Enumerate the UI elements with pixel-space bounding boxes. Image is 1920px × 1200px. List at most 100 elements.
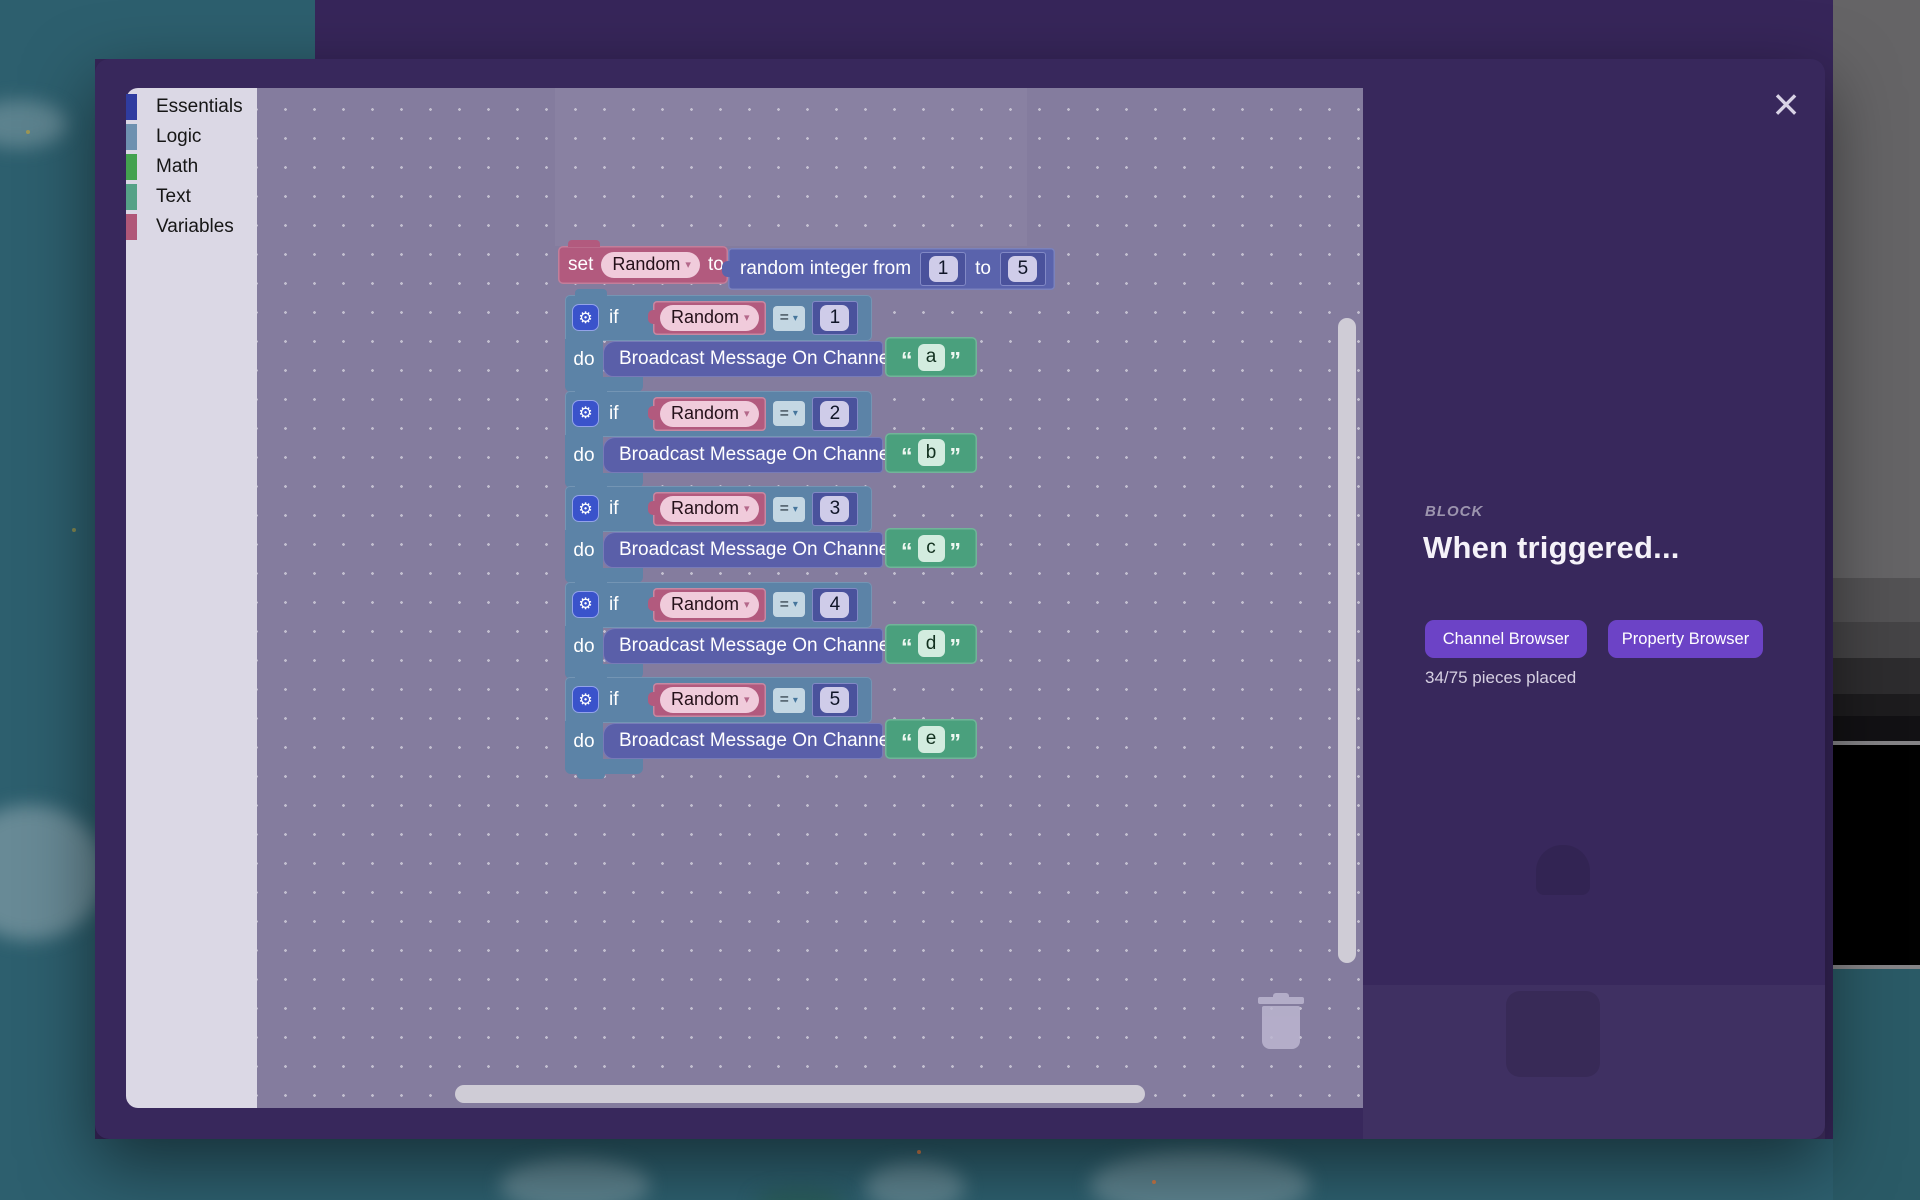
variable-dropdown[interactable]: Random ▾ bbox=[660, 591, 759, 618]
variable-block[interactable]: Random ▾ bbox=[648, 396, 766, 431]
if-block-header[interactable]: ⚙ if Random ▾ = ▾ bbox=[565, 575, 872, 628]
channel-input[interactable]: a bbox=[917, 343, 945, 371]
blockly-workspace[interactable]: set Random ▾ to random integer from 1 to… bbox=[257, 88, 1363, 1108]
channel-text-block[interactable]: “ e ” bbox=[885, 719, 977, 759]
gear-icon[interactable]: ⚙ bbox=[572, 304, 599, 331]
chevron-down-icon: ▾ bbox=[685, 259, 691, 271]
open-quote-icon: “ bbox=[901, 538, 913, 564]
block-editor-modal: Essentials Logic Math Text Variables bbox=[95, 59, 1825, 1139]
from-value-input[interactable]: 1 bbox=[928, 256, 958, 282]
if-block[interactable]: ⚙ if Random ▾ = ▾ bbox=[565, 384, 995, 493]
gear-icon[interactable]: ⚙ bbox=[572, 495, 599, 522]
if-block-header[interactable]: ⚙ if Random ▾ = ▾ bbox=[565, 671, 872, 723]
broadcast-label: Broadcast Message On Channel bbox=[619, 730, 894, 751]
toolbox-category-math[interactable]: Math bbox=[126, 152, 257, 182]
compare-value-socket: 2 bbox=[811, 396, 858, 431]
operator-dropdown[interactable]: = ▾ bbox=[772, 592, 805, 617]
channel-input[interactable]: b bbox=[917, 439, 945, 466]
operator: = bbox=[779, 309, 789, 326]
if-keyword: if bbox=[609, 593, 619, 615]
close-icon[interactable]: × bbox=[1772, 78, 1800, 130]
vertical-scrollbar[interactable] bbox=[1338, 318, 1356, 963]
if-block-header[interactable]: ⚙ if Random ▾ = ▾ bbox=[565, 289, 872, 341]
broadcast-message-block[interactable]: Broadcast Message On Channel bbox=[603, 627, 894, 664]
if-block-header[interactable]: ⚙ if Random ▾ = ▾ bbox=[565, 384, 872, 437]
channel-browser-button[interactable]: Channel Browser bbox=[1425, 620, 1587, 658]
if-block-header[interactable]: ⚙ if Random ▾ = ▾ bbox=[565, 480, 872, 532]
variable-dropdown[interactable]: Random ▾ bbox=[660, 400, 759, 427]
broadcast-label: Broadcast Message On Channel bbox=[619, 634, 894, 656]
to-value-socket: 5 bbox=[999, 252, 1046, 286]
do-keyword: do bbox=[573, 540, 595, 561]
if-block[interactable]: ⚙ if Random ▾ = ▾ bbox=[565, 289, 995, 397]
operator-dropdown[interactable]: = ▾ bbox=[772, 401, 805, 426]
block-notch bbox=[568, 240, 600, 247]
variable-dropdown[interactable]: Random ▾ bbox=[601, 252, 700, 278]
open-quote-icon: “ bbox=[901, 347, 913, 373]
compare-value-input[interactable]: 3 bbox=[820, 496, 850, 522]
variable-block[interactable]: Random ▾ bbox=[648, 492, 766, 526]
gear-icon[interactable]: ⚙ bbox=[572, 399, 599, 427]
variable-dropdown[interactable]: Random ▾ bbox=[660, 496, 759, 522]
variable-dropdown[interactable]: Random ▾ bbox=[660, 305, 759, 331]
compare-value-input[interactable]: 4 bbox=[820, 591, 850, 618]
variable-name: Random bbox=[671, 402, 740, 423]
variable-block[interactable]: Random ▾ bbox=[648, 587, 766, 622]
if-block[interactable]: ⚙ if Random ▾ = ▾ bbox=[565, 671, 995, 779]
game-scene-top bbox=[0, 0, 315, 59]
channel-text-block[interactable]: “ a ” bbox=[885, 337, 977, 377]
broadcast-message-block[interactable]: Broadcast Message On Channel bbox=[603, 341, 894, 377]
condition-expression: Random ▾ = ▾ 2 bbox=[648, 396, 858, 431]
category-label: Variables bbox=[156, 216, 234, 237]
broadcast-message-block[interactable]: Broadcast Message On Channel bbox=[603, 532, 894, 568]
category-color-swatch bbox=[126, 184, 137, 210]
compare-value-input[interactable]: 2 bbox=[820, 400, 850, 427]
property-browser-button[interactable]: Property Browser bbox=[1608, 620, 1763, 658]
channel-text-block[interactable]: “ c ” bbox=[885, 528, 977, 568]
gear-icon[interactable]: ⚙ bbox=[572, 590, 599, 618]
if-block[interactable]: ⚙ if Random ▾ = ▾ bbox=[565, 575, 995, 684]
toolbox-category-variables[interactable]: Variables bbox=[126, 212, 257, 242]
trash-lid-knob bbox=[1273, 993, 1289, 998]
if-block[interactable]: ⚙ if Random ▾ = ▾ bbox=[565, 480, 995, 588]
speck bbox=[917, 1150, 921, 1154]
pieces-placed-status: 34/75 pieces placed bbox=[1425, 668, 1577, 687]
operator-dropdown[interactable]: = ▾ bbox=[772, 687, 805, 713]
panel-eyebrow: BLOCK bbox=[1425, 503, 1484, 520]
channel-text-block[interactable]: “ b ” bbox=[885, 432, 977, 473]
channel-input[interactable]: d bbox=[917, 630, 945, 657]
channel-text-block[interactable]: “ d ” bbox=[885, 623, 977, 664]
operator: = bbox=[779, 404, 789, 422]
chevron-down-icon: ▾ bbox=[792, 408, 798, 419]
broadcast-message-block[interactable]: Broadcast Message On Channel bbox=[603, 723, 894, 759]
toolbox-category-essentials[interactable]: Essentials bbox=[126, 92, 257, 122]
gear-icon[interactable]: ⚙ bbox=[572, 686, 599, 713]
compare-value-socket: 5 bbox=[811, 683, 858, 717]
block-notch bbox=[575, 384, 607, 392]
variable-block[interactable]: Random ▾ bbox=[648, 301, 766, 335]
operator-dropdown[interactable]: = ▾ bbox=[772, 305, 805, 331]
variable-dropdown[interactable]: Random ▾ bbox=[660, 687, 759, 713]
set-variable-block[interactable]: set Random ▾ to random integer from 1 to… bbox=[558, 240, 1055, 290]
toolbox-category-logic[interactable]: Logic bbox=[126, 122, 257, 152]
if-block-spine bbox=[565, 434, 603, 475]
to-value-input[interactable]: 5 bbox=[1008, 256, 1038, 282]
palette-swatch bbox=[1833, 716, 1920, 741]
compare-value-socket: 3 bbox=[811, 492, 858, 526]
if-block-spine bbox=[565, 721, 603, 761]
variable-block[interactable]: Random ▾ bbox=[648, 683, 766, 717]
toolbox-category-text[interactable]: Text bbox=[126, 182, 257, 212]
channel-input[interactable]: c bbox=[917, 534, 945, 562]
broadcast-message-block[interactable]: Broadcast Message On Channel bbox=[603, 436, 894, 473]
operator: = bbox=[779, 691, 789, 708]
channel-input[interactable]: e bbox=[917, 725, 945, 753]
compare-value-input[interactable]: 5 bbox=[820, 687, 850, 713]
compare-value-input[interactable]: 1 bbox=[820, 305, 850, 331]
operator-dropdown[interactable]: = ▾ bbox=[772, 496, 805, 522]
trash-icon[interactable] bbox=[1258, 993, 1304, 1049]
block-notch bbox=[575, 671, 607, 678]
cloud bbox=[1090, 1150, 1310, 1200]
random-integer-block[interactable]: random integer from 1 to 5 bbox=[722, 248, 1055, 290]
cloud bbox=[500, 1158, 650, 1200]
horizontal-scrollbar[interactable] bbox=[455, 1085, 1145, 1103]
